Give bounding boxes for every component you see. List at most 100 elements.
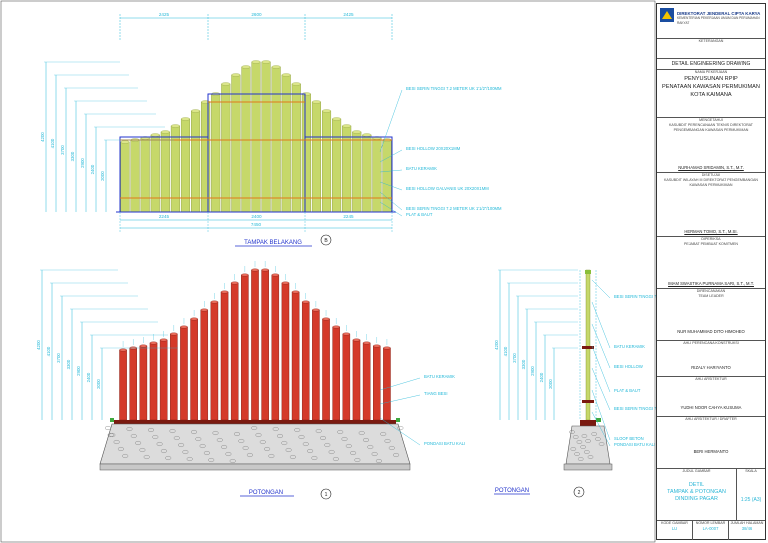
section-pipe	[383, 347, 391, 421]
callout-text: TIANG BESI	[424, 391, 448, 396]
foundation-stone	[212, 431, 219, 436]
stone-foundation	[99, 423, 411, 465]
section-pipe	[373, 345, 381, 421]
pipe-cap	[160, 130, 170, 134]
section-pipe	[170, 333, 178, 421]
dim-text-bottom: 2245	[159, 214, 170, 219]
callout-text: SLOOF BETON	[614, 436, 644, 441]
section-pipe	[129, 347, 137, 421]
foundation-stone	[225, 452, 232, 457]
foundation-stone	[384, 439, 391, 444]
pipe-cap	[251, 60, 261, 64]
side-pipe	[585, 269, 591, 421]
pipe-cap	[261, 60, 271, 64]
pipe-cap	[170, 332, 178, 336]
elevation-pipe	[160, 131, 170, 213]
callout-text: BESI SERIN TINGGI 7.2 METER UK 1'1/2"/10…	[406, 206, 502, 211]
section-pipe	[312, 309, 320, 421]
section-marker	[320, 488, 332, 500]
signatory-5: RIZALY HARIYANTO	[691, 365, 731, 370]
pipe-cap	[383, 346, 391, 350]
foundation-stone	[595, 437, 601, 441]
callout-text: PLAT & BAUT	[406, 212, 433, 217]
drawing-type-cell: DETAIL ENGINEERING DRAWING	[657, 58, 765, 69]
foundation-stone	[281, 441, 288, 446]
pipe-cap	[241, 65, 251, 69]
foundation-stone	[113, 440, 120, 445]
foundation-stone	[186, 457, 193, 462]
foundation-stone	[238, 439, 245, 444]
foundation-stone	[117, 447, 124, 452]
foundation-stone	[208, 458, 215, 463]
leader-line	[379, 417, 421, 446]
foundation-stone	[277, 434, 284, 439]
drawing-type: DETAIL ENGINEERING DRAWING	[671, 61, 751, 67]
foundation-stone	[126, 427, 133, 432]
callout-text: PONDASI BATU KALI	[424, 441, 465, 446]
dim-text-bottom: 2245	[343, 214, 354, 219]
leader-line	[379, 181, 403, 191]
section-pipe	[261, 269, 269, 421]
foundation-stone	[199, 444, 206, 449]
height-dim-text: 3300	[66, 359, 71, 369]
elevation-pipe	[352, 131, 362, 213]
foundation-stone	[354, 458, 361, 463]
foundation-stone	[272, 427, 279, 432]
section-pipe	[332, 326, 340, 421]
side-sloof	[580, 420, 596, 426]
elevation-pipe	[130, 139, 140, 213]
leader-line	[379, 89, 403, 153]
height-dim-text: 3300	[521, 359, 526, 369]
scale-value: 1:25 (A3)	[740, 497, 762, 503]
direncanakan-label: DIRENCANAKAN	[696, 289, 726, 293]
foundation-stone	[332, 457, 339, 462]
section-pipe	[271, 274, 280, 421]
signatory-6: YUDHI NOOR CAHYA KUSUMA	[680, 405, 742, 410]
pipe-cap	[119, 348, 127, 352]
foundation-stone	[169, 429, 176, 434]
keterangan-label: KETERANGAN	[698, 39, 724, 43]
foundation-stone	[264, 447, 271, 452]
callout-text: BATU KERAMIK	[424, 374, 455, 379]
sand-layer	[99, 463, 411, 471]
callout-text: BESI SERIN TINGGI 7.2 METER UK 1'1/2"/10…	[406, 86, 502, 91]
foundation-stone	[367, 445, 374, 450]
foundation-stone	[122, 454, 129, 459]
leader-line	[591, 279, 611, 299]
foundation-stone	[397, 426, 404, 431]
signatory-3: IMAM SWASTIKA PURNAMA SARI, S.T., M.T.	[668, 281, 754, 286]
pipe-cap	[332, 117, 342, 121]
diperiksa-cell: DIPERIKSA PEJABAT PEMBUAT KOMITMEN IMAM …	[657, 236, 765, 288]
pipe-cap	[373, 344, 381, 348]
foundation-stone	[324, 443, 331, 448]
foundation-stone	[574, 452, 580, 456]
grass-left	[110, 418, 114, 422]
title-line-3: DINDING PAGAR	[675, 496, 718, 502]
foundation-stone	[229, 459, 236, 464]
leader-line	[591, 301, 611, 349]
pipe-cap	[352, 130, 362, 134]
pipe-cap	[139, 344, 148, 348]
pipe-cap	[150, 133, 160, 137]
dim-text-top: 2600	[251, 12, 262, 17]
keterangan-cell: KETERANGAN	[657, 38, 765, 58]
foundation-stone	[255, 433, 262, 438]
foundation-stone	[307, 449, 314, 454]
callout-text: BESI HOLLOW 20X20X1MM	[406, 146, 461, 151]
skala-label: SKALA	[745, 469, 757, 473]
section-title: POTONGAN	[495, 488, 529, 494]
foundation-stone	[363, 438, 370, 443]
project-line-2: PENATAAN KAWASAN PERMUKIMAN	[662, 84, 760, 90]
ahli-2-label: AHLI ARSITEKTUR	[695, 377, 727, 381]
height-dim-text: 4200	[40, 132, 45, 142]
section-marker-text: B	[324, 238, 328, 244]
pipe-cap	[302, 300, 310, 304]
elevation-pipe	[191, 110, 201, 213]
diperiksa-label: DIPERIKSA	[701, 237, 721, 241]
foundation-stone	[371, 452, 378, 457]
height-dim-text: 4100	[503, 346, 508, 356]
foundation-stone	[233, 432, 240, 437]
foundation-stone	[135, 441, 142, 446]
pipe-cap	[170, 124, 180, 128]
section-marker	[573, 486, 585, 498]
